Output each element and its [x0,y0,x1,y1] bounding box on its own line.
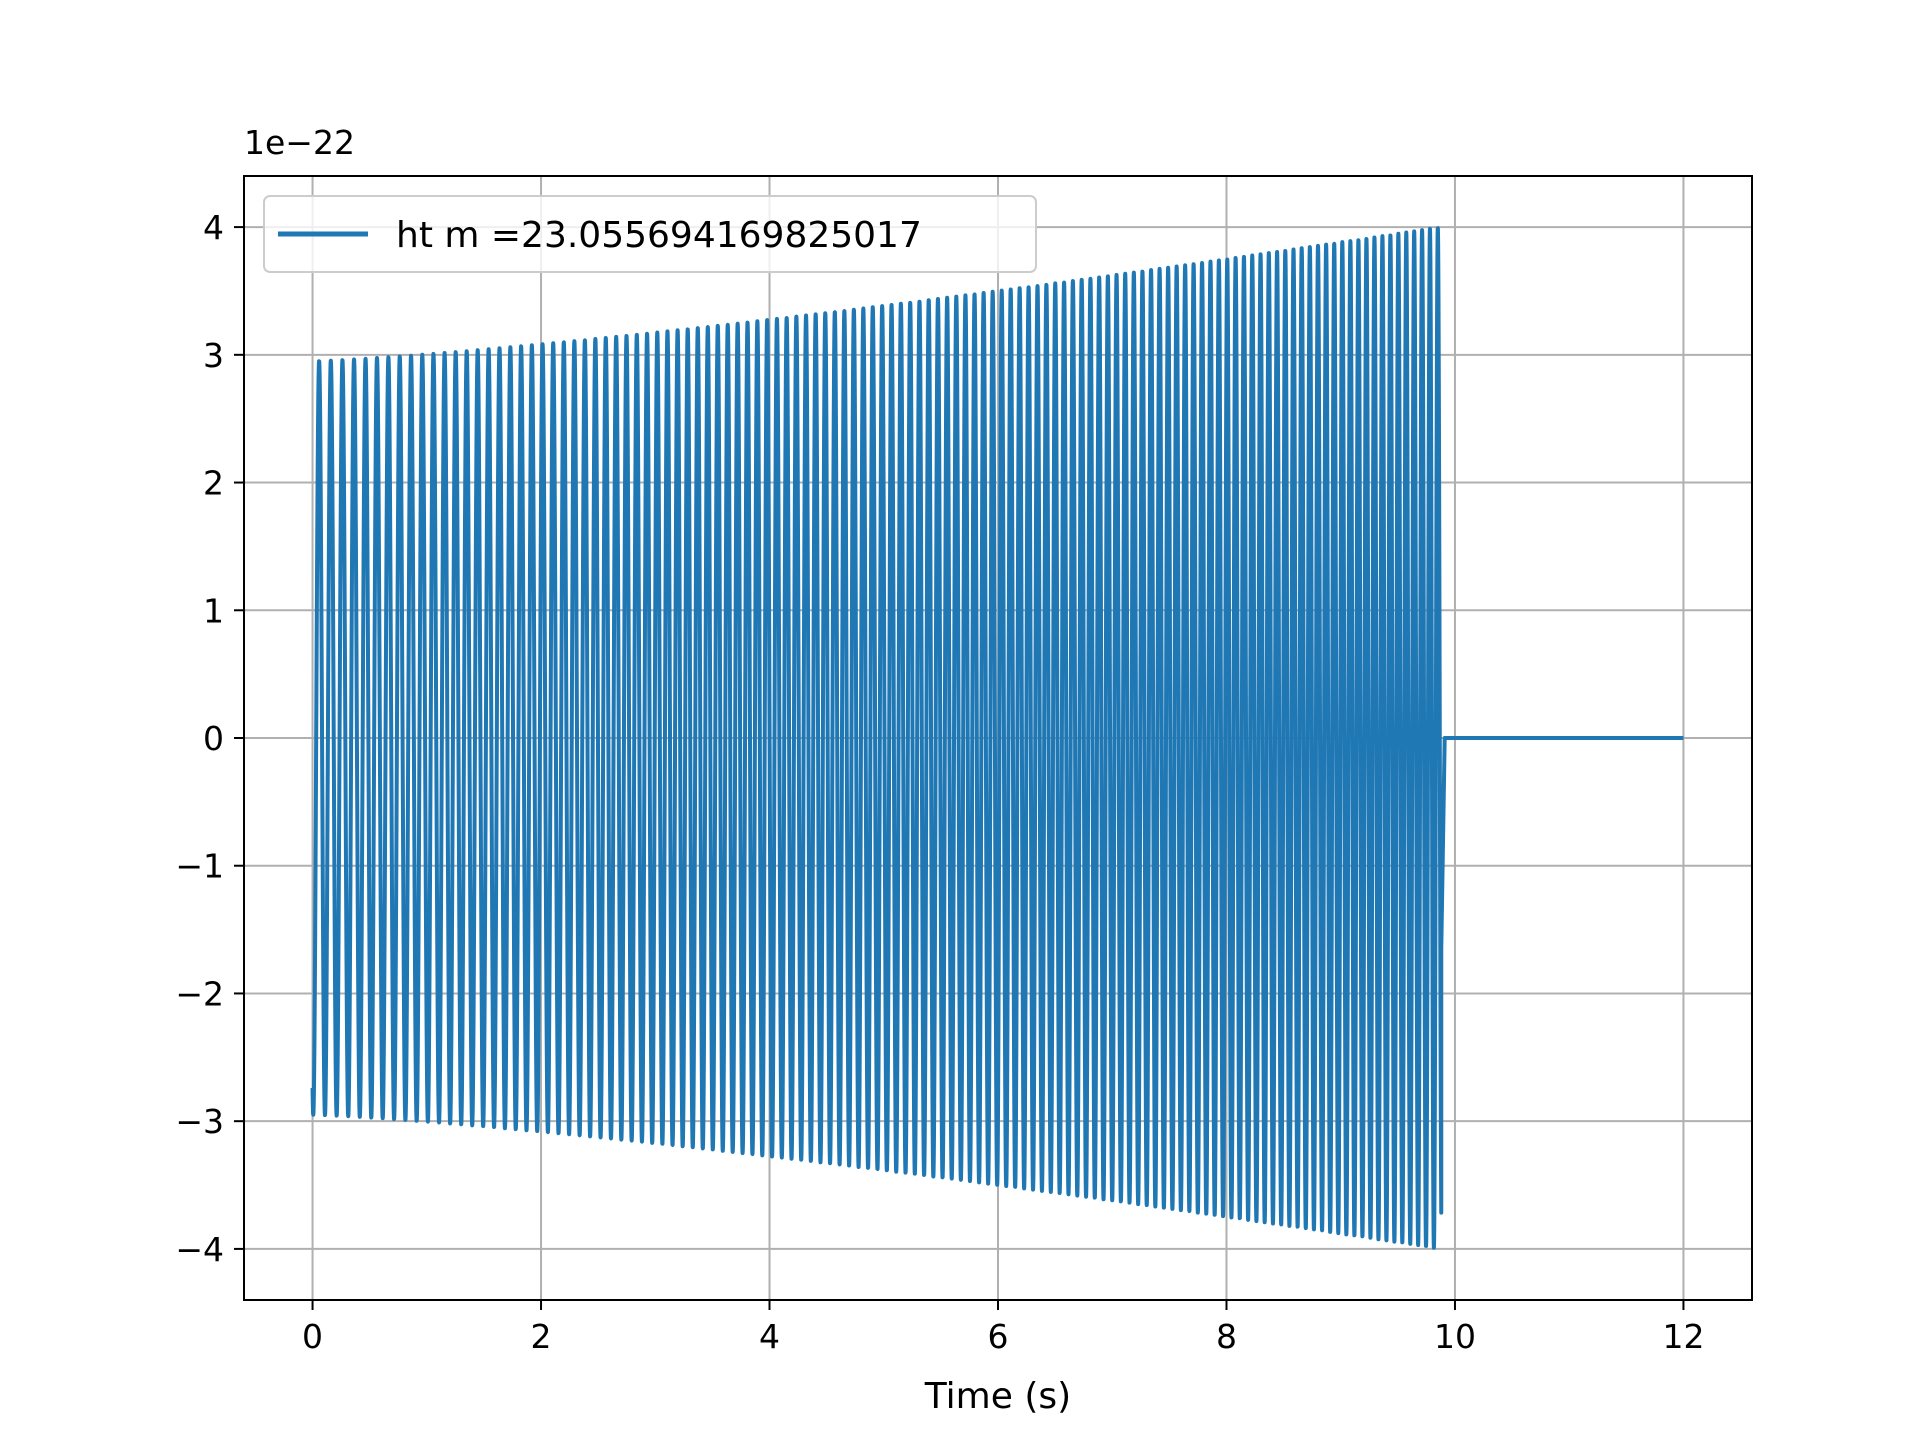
y-tick-label-2: −2 [175,974,224,1013]
y-tick-label-3: −1 [175,847,224,886]
x-tick-label-1: 2 [531,1317,552,1356]
legend-entry: ht m =23.055694169825017 [396,215,922,256]
series-line [310,226,1684,1250]
plot-area [310,226,1684,1250]
y-tick-label-6: 2 [203,464,224,503]
x-tick-label-5: 10 [1434,1317,1476,1356]
legend: ht m =23.055694169825017 [263,195,1037,273]
x-tick-label-0: 0 [302,1317,323,1356]
x-tick-label-6: 12 [1662,1317,1704,1356]
y-tick-label-5: 1 [203,591,224,630]
y-tick-label-0: −4 [175,1230,224,1269]
y-axis: −4 −3 −2 −1 0 1 2 3 4 [175,208,244,1269]
y-offset-label: 1e−22 [244,123,355,162]
y-tick-label-7: 3 [203,336,224,375]
x-axis-label: Time (s) [924,1376,1071,1417]
x-tick-label-2: 4 [759,1317,780,1356]
legend-box [263,195,1037,273]
y-tick-label-4: 0 [203,719,224,758]
y-tick-label-8: 4 [203,208,224,247]
y-tick-label-1: −3 [175,1102,224,1141]
x-axis: 0 2 4 6 8 10 12 [302,1300,1704,1356]
x-tick-label-3: 6 [988,1317,1009,1356]
x-tick-label-4: 8 [1216,1317,1237,1356]
